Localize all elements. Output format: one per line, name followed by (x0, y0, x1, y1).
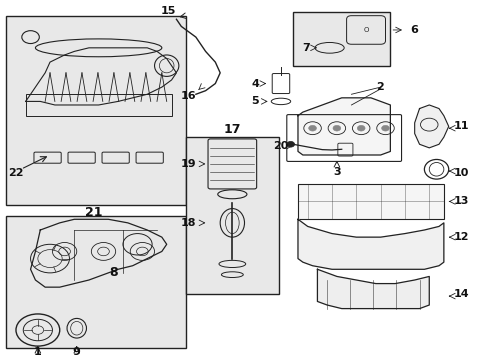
FancyBboxPatch shape (6, 216, 186, 348)
Polygon shape (414, 105, 448, 148)
Circle shape (286, 141, 294, 147)
Circle shape (332, 125, 340, 131)
Circle shape (308, 125, 316, 131)
Text: 3: 3 (332, 167, 340, 177)
Polygon shape (297, 98, 389, 155)
Text: 1: 1 (34, 347, 41, 357)
Text: 2: 2 (375, 82, 383, 92)
FancyBboxPatch shape (186, 137, 278, 294)
Text: 7: 7 (302, 43, 309, 53)
Text: 11: 11 (453, 121, 468, 131)
Text: 10: 10 (453, 168, 468, 178)
Text: 13: 13 (453, 197, 468, 206)
Polygon shape (297, 219, 443, 269)
Text: 16: 16 (180, 91, 196, 101)
Text: 17: 17 (223, 123, 241, 136)
Text: 20: 20 (272, 141, 287, 151)
Text: 19: 19 (180, 159, 196, 169)
FancyBboxPatch shape (297, 184, 443, 219)
Text: 14: 14 (453, 289, 468, 299)
FancyBboxPatch shape (6, 16, 186, 205)
Text: 9: 9 (73, 347, 81, 357)
Text: 8: 8 (109, 266, 117, 279)
Circle shape (357, 125, 365, 131)
Text: 4: 4 (251, 78, 259, 89)
Text: 15: 15 (161, 6, 176, 16)
Text: 6: 6 (409, 25, 417, 35)
Text: O: O (363, 27, 368, 33)
Text: 21: 21 (85, 206, 102, 219)
Text: 18: 18 (180, 218, 196, 228)
Circle shape (381, 125, 388, 131)
Text: 5: 5 (251, 96, 259, 107)
Text: 12: 12 (453, 232, 468, 242)
Polygon shape (317, 269, 428, 309)
FancyBboxPatch shape (292, 12, 389, 66)
Text: 22: 22 (8, 168, 24, 178)
